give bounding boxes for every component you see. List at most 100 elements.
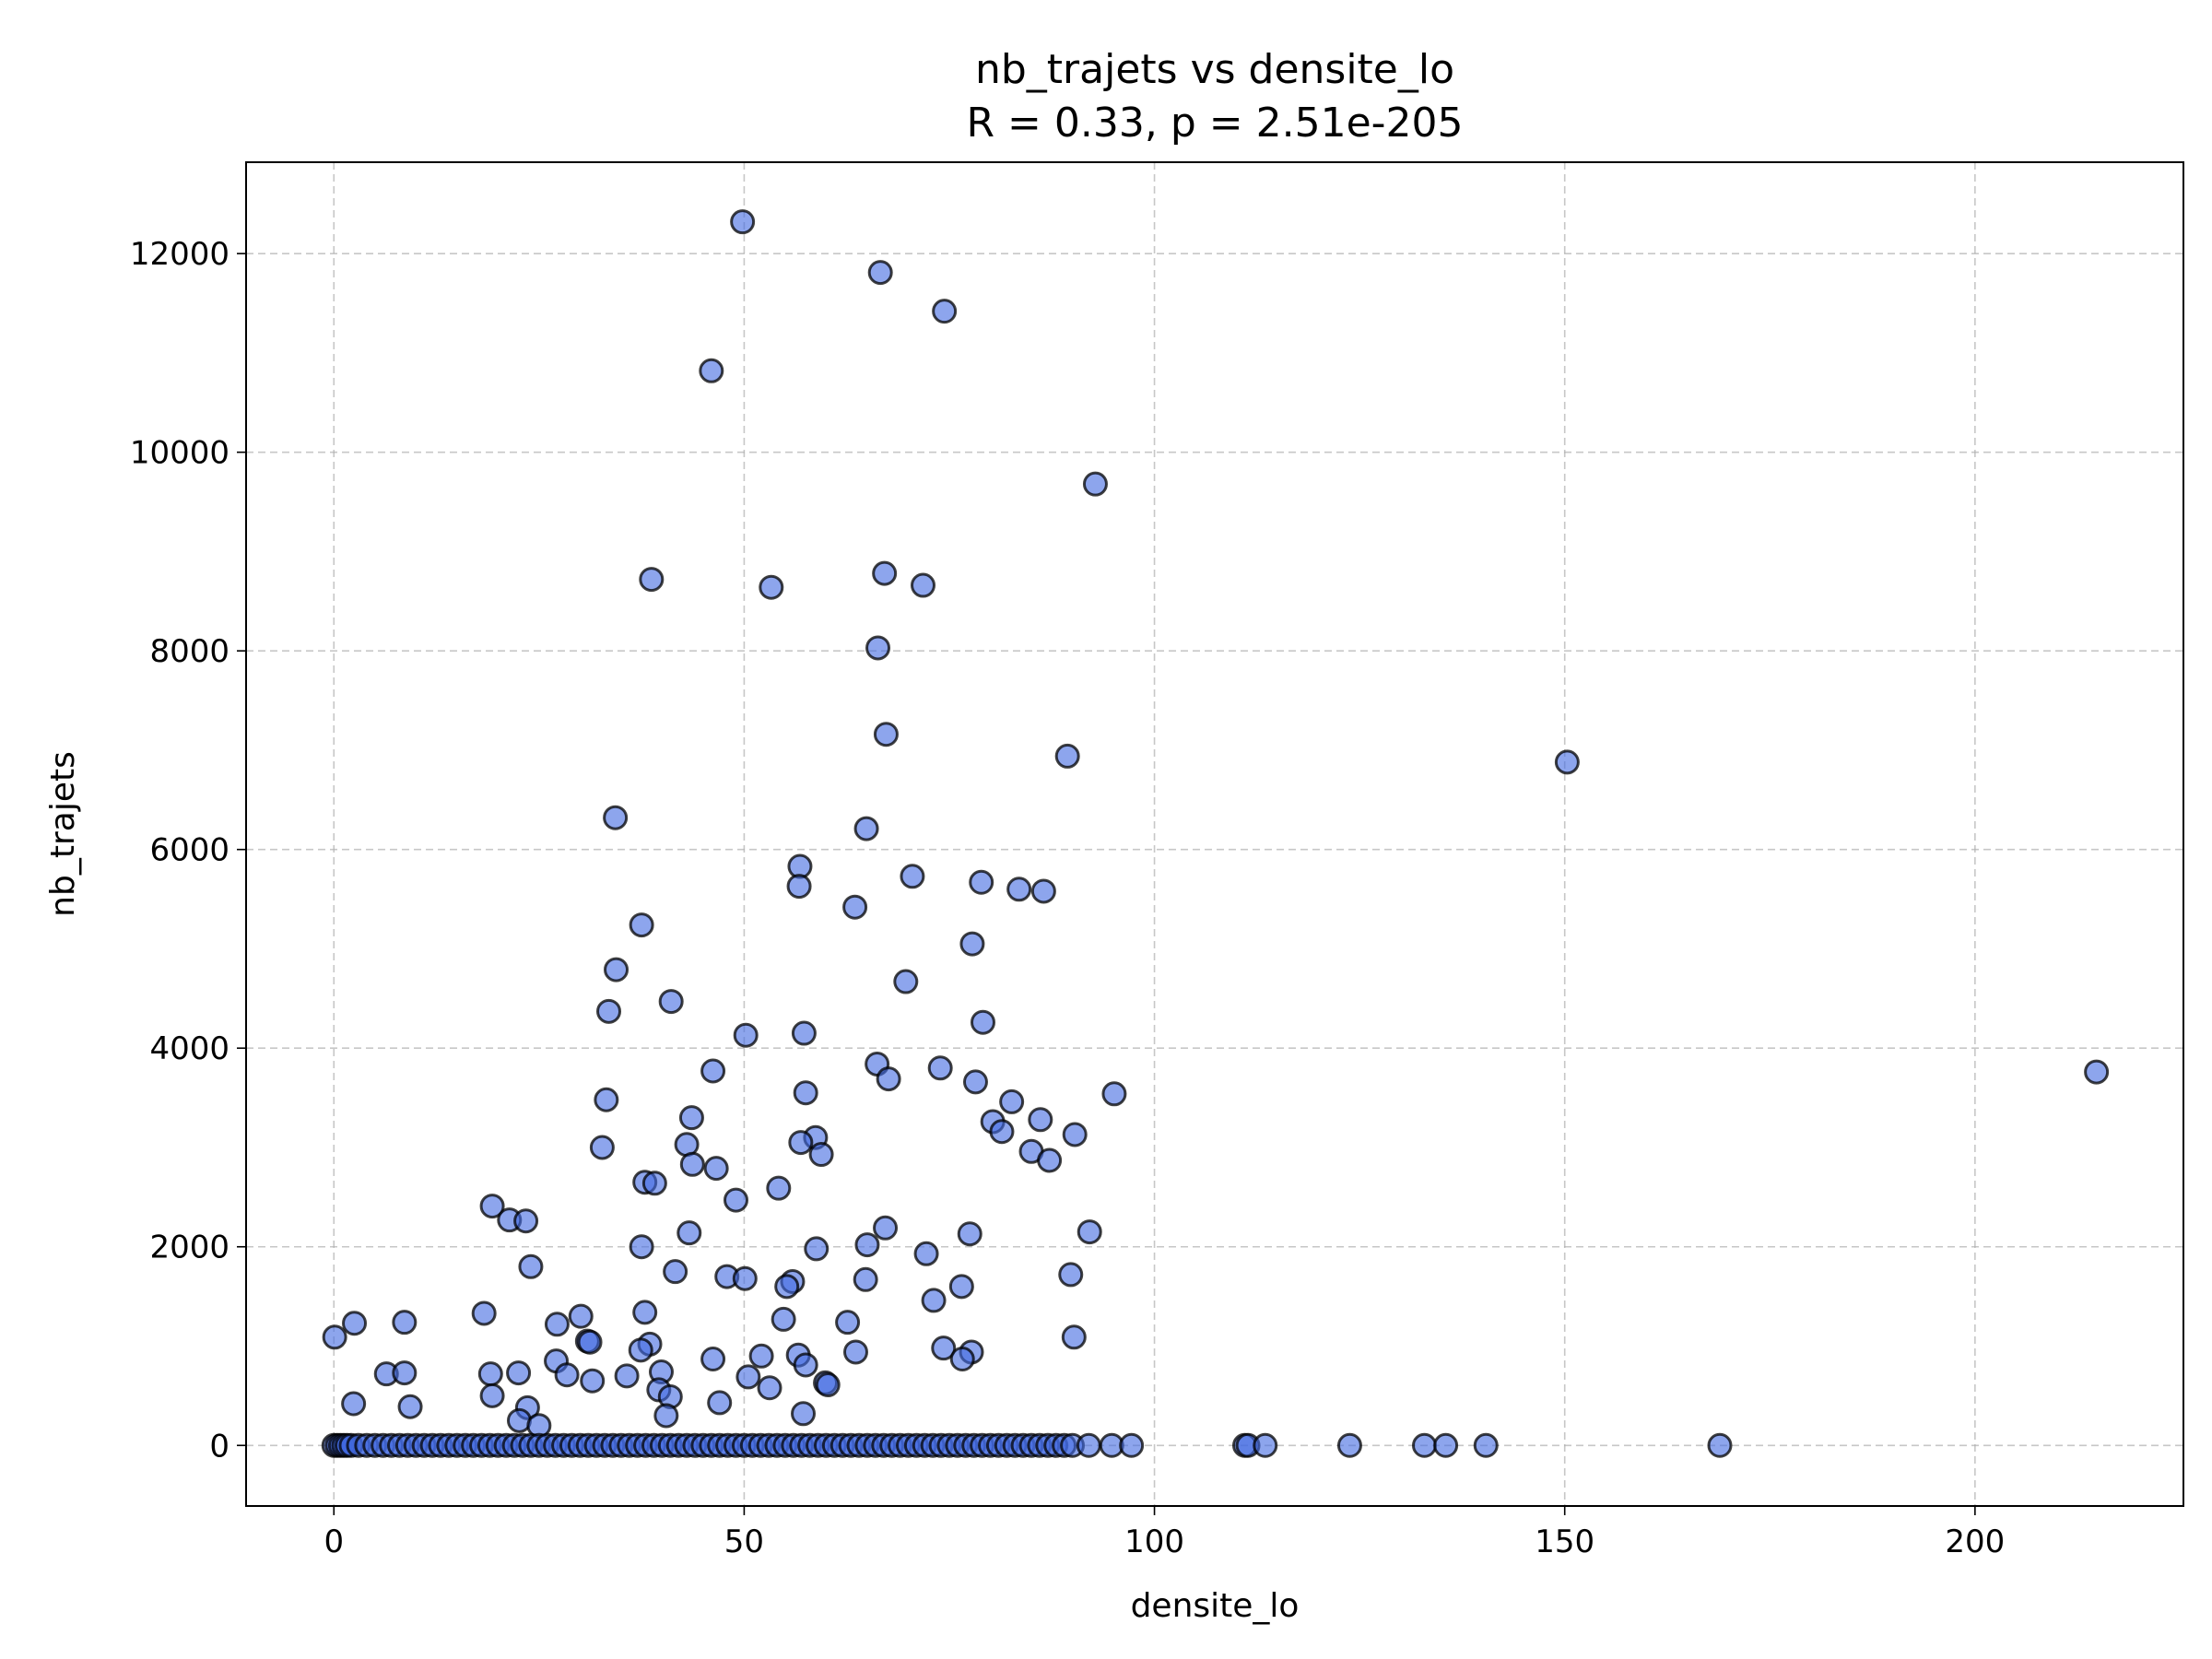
y-tick-label: 8000 (149, 633, 229, 670)
scatter-point (1076, 1432, 1101, 1458)
scatter-point (679, 1151, 705, 1177)
scatter-point (518, 1253, 544, 1279)
scatter-point (700, 1347, 726, 1372)
scatter-point (865, 635, 891, 661)
scatter-point (1336, 1432, 1362, 1458)
scatter-point (1411, 1432, 1437, 1458)
scatter-point (735, 1364, 761, 1390)
scatter-point (854, 1232, 880, 1258)
scatter-point (771, 1306, 796, 1332)
scatter-point (1433, 1432, 1459, 1458)
scatter-point (653, 1403, 679, 1429)
y-tick-label: 6000 (149, 832, 229, 869)
scatter-point (506, 1360, 532, 1386)
scatter-point (632, 1300, 658, 1325)
scatter-point (774, 1274, 800, 1300)
scatter-point (1028, 1107, 1053, 1133)
scatter-point (2084, 1059, 2110, 1085)
scatter-point (1253, 1432, 1278, 1458)
scatter-point (791, 1020, 817, 1046)
plot-frame (245, 161, 2184, 1507)
scatter-point (322, 1324, 347, 1350)
scatter-point (628, 1337, 653, 1363)
scatter-point (786, 874, 812, 900)
scatter-point (730, 209, 756, 235)
chart-subtitle: R = 0.33, p = 2.51e-205 (966, 100, 1463, 147)
scatter-point (707, 1390, 733, 1416)
scatter-point (479, 1194, 505, 1219)
scatter-point (1082, 471, 1108, 497)
scatter-point (629, 912, 654, 938)
y-axis-label: nb_trajets (44, 751, 82, 917)
scatter-point (568, 1303, 594, 1329)
scatter-point (788, 1130, 814, 1156)
scatter-point (808, 1142, 834, 1168)
scatter-point (927, 1055, 953, 1081)
scatter-point (677, 1220, 702, 1246)
scatter-point (1058, 1262, 1084, 1288)
y-tick-label: 4000 (149, 1030, 229, 1067)
scatter-point (791, 1401, 817, 1427)
scatter-point (577, 1329, 603, 1355)
scatter-point (663, 1259, 688, 1285)
scatter-point (793, 1352, 818, 1378)
scatter-point (471, 1300, 497, 1326)
scatter-point (893, 969, 919, 994)
scatter-point (949, 1347, 975, 1372)
scatter-point (1101, 1081, 1127, 1107)
scatter-point (639, 567, 665, 593)
scatter-point (766, 1175, 792, 1201)
scatter-point (900, 864, 925, 889)
scatter-point (759, 574, 784, 600)
scatter-point (913, 1241, 939, 1266)
scatter-point (604, 957, 629, 982)
scatter-point (948, 1274, 974, 1300)
scatter-point (700, 1058, 726, 1084)
x-axis-label: densite_lo (1131, 1587, 1300, 1625)
x-tick-label: 200 (1945, 1524, 2005, 1560)
scatter-point (1030, 878, 1056, 904)
scatter-point (544, 1312, 570, 1337)
scatter-point (724, 1187, 749, 1213)
scatter-point (397, 1394, 423, 1419)
scatter-point (392, 1360, 418, 1386)
scatter-point (872, 560, 898, 586)
scatter-point (873, 722, 899, 747)
scatter-point (969, 869, 994, 895)
scatter-point (842, 1339, 868, 1365)
scatter-point (970, 1009, 995, 1035)
scatter-point (1062, 1122, 1088, 1147)
scatter-point (732, 1265, 758, 1291)
scatter-point (867, 260, 893, 286)
scatter-point (999, 1088, 1025, 1114)
scatter-point (921, 1288, 947, 1313)
scatter-point (873, 1215, 899, 1241)
scatter-point (733, 1022, 759, 1048)
scatter-point (804, 1236, 830, 1262)
scatter-point (596, 998, 622, 1024)
scatter-point (589, 1135, 615, 1160)
scatter-point (853, 816, 879, 841)
scatter-point (554, 1362, 580, 1388)
scatter-point (699, 358, 724, 383)
scatter-point (678, 1105, 704, 1131)
chart-title: nb_trajets vs densite_lo (975, 46, 1454, 93)
scatter-point (1554, 749, 1580, 775)
x-tick-label: 150 (1535, 1524, 1594, 1560)
scatter-point (341, 1391, 367, 1417)
scatter-point (580, 1368, 606, 1394)
scatter-point (477, 1361, 503, 1387)
scatter-point (876, 1066, 901, 1092)
scatter-point (1077, 1219, 1102, 1245)
scatter-point (614, 1363, 640, 1389)
scatter-point (1037, 1147, 1063, 1173)
scatter-point (962, 1069, 988, 1095)
scatter-point (629, 1234, 654, 1260)
scatter-point (1054, 743, 1080, 769)
scatter-point (1707, 1432, 1733, 1458)
scatter-point (910, 572, 935, 598)
scatter-point (594, 1087, 619, 1112)
scatter-point (931, 1335, 957, 1361)
